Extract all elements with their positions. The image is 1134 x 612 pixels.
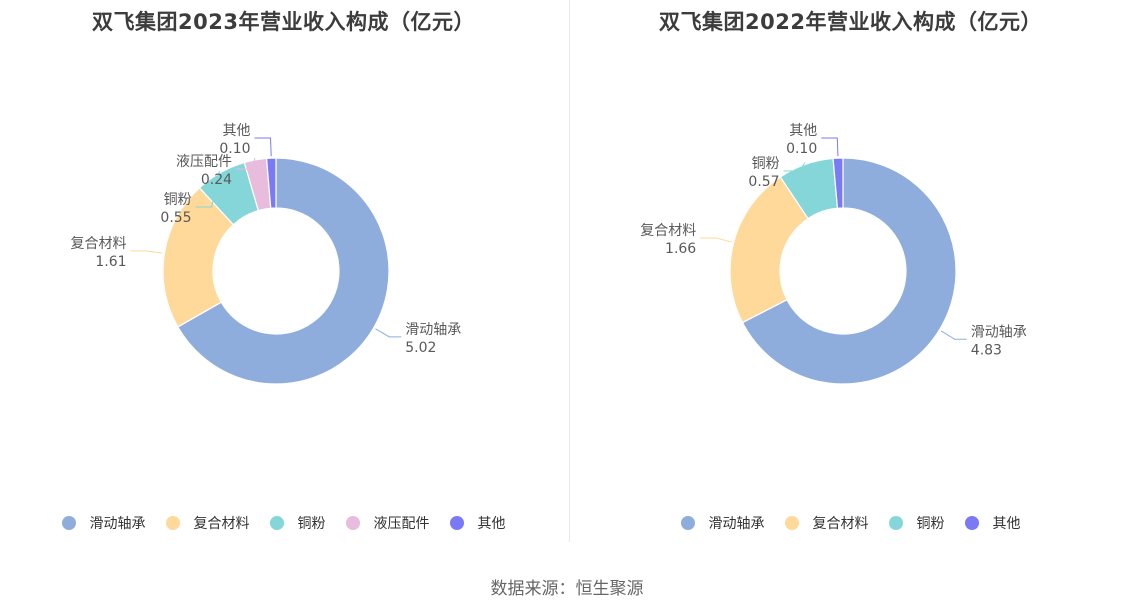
slice-label-value-3: 0.10	[786, 141, 817, 157]
slice-label-value-0: 5.02	[405, 340, 436, 356]
legend-label: 滑动轴承	[89, 516, 146, 532]
legend-marker	[345, 516, 360, 530]
donut-chart-2023: 滑动轴承 5.02 复合材料 1.61 铜粉 0.55 液压配件 0.24 其他 0.10	[71, 123, 461, 385]
legend-marker	[449, 516, 464, 530]
slice-label-value-1: 1.66	[665, 241, 696, 257]
leader-line-0	[375, 328, 402, 338]
chart-2023: 双飞集团2023年营业收入构成（亿元） 滑动轴承 5.02 复合材料 1.61 铜粉 0.…	[0, 0, 567, 545]
legend-item-1[interactable]: 复合材料	[784, 513, 869, 533]
legend-marker	[165, 516, 180, 530]
pie-slice-3	[832, 157, 844, 209]
legend-marker	[888, 516, 903, 530]
slice-label-name-2: 铜粉	[164, 192, 192, 208]
slice-label-name-3: 液压配件	[176, 154, 232, 170]
leader-line-2	[195, 170, 220, 208]
donut-chart-2022: 滑动轴承 4.83 复合材料 1.66 铜粉 0.57 其他 0.10	[640, 123, 1027, 385]
slice-label-name-1: 复合材料	[71, 235, 127, 252]
slice-label-value-2: 0.55	[160, 210, 191, 226]
pie-slice-0	[177, 157, 390, 385]
leader-line-2	[783, 162, 806, 172]
legend-2022: 滑动轴承 复合材料 铜粉 其他	[567, 513, 1134, 533]
legend-label: 其他	[992, 516, 1021, 532]
leader-line-1	[130, 250, 163, 254]
slice-label-value-2: 0.57	[748, 174, 779, 190]
slice-label-value-3: 0.24	[201, 172, 232, 188]
leader-line-1	[700, 237, 732, 243]
legend-label: 液压配件	[373, 516, 430, 532]
legend-item-2[interactable]: 铜粉	[888, 513, 945, 533]
legend-label: 其他	[477, 516, 506, 532]
legend-label: 铜粉	[297, 516, 326, 532]
legend-2023: 滑动轴承 复合材料 铜粉 液压配件 其他	[0, 513, 567, 533]
chart-title-2022: 双飞集团2022年营业收入构成（亿元）	[659, 10, 1042, 34]
leader-line-3	[821, 137, 839, 157]
pie-slice-4	[265, 157, 277, 209]
legend-marker	[784, 516, 799, 530]
legend-item-1[interactable]: 复合材料	[165, 513, 250, 533]
legend-item-3[interactable]: 其他	[964, 513, 1021, 533]
slice-label-name-1: 复合材料	[640, 222, 696, 239]
legend-item-0[interactable]: 滑动轴承	[680, 513, 765, 533]
legend-label: 复合材料	[812, 516, 869, 532]
legend-item-0[interactable]: 滑动轴承	[61, 513, 146, 533]
legend-marker	[61, 516, 76, 530]
legend-marker	[680, 516, 695, 530]
leader-line-3	[236, 157, 256, 170]
slice-label-name-2: 铜粉	[752, 156, 780, 172]
legend-label: 铜粉	[916, 516, 945, 532]
slice-label-name-0: 滑动轴承	[405, 321, 461, 338]
slice-label-name-3: 其他	[789, 123, 817, 139]
data-source: 数据来源：恒生聚源	[490, 579, 644, 599]
pie-slice-0	[741, 157, 957, 385]
legend-label: 滑动轴承	[708, 516, 765, 532]
legend-label: 复合材料	[193, 516, 250, 532]
leader-line-4	[254, 137, 272, 157]
legend-marker	[964, 516, 979, 530]
legend-item-3[interactable]: 液压配件	[345, 513, 430, 533]
panel-divider	[569, 0, 570, 542]
slice-label-value-4: 0.10	[219, 141, 250, 157]
legend-item-2[interactable]: 铜粉	[269, 513, 326, 533]
pie-slice-1	[162, 186, 235, 328]
legend-marker	[269, 516, 284, 530]
chart-title-2023: 双飞集团2023年营业收入构成（亿元）	[92, 10, 475, 34]
slice-label-value-1: 1.61	[95, 254, 126, 270]
pie-slice-1	[729, 176, 809, 324]
legend-item-4[interactable]: 其他	[449, 513, 506, 533]
chart-2022: 双飞集团2022年营业收入构成（亿元） 滑动轴承 4.83 复合材料 1.66 铜粉 0.…	[567, 0, 1134, 545]
leader-line-0	[940, 330, 967, 340]
slice-label-value-0: 4.83	[971, 342, 1002, 358]
slice-label-name-0: 滑动轴承	[971, 323, 1027, 340]
slice-label-name-4: 其他	[223, 123, 251, 139]
